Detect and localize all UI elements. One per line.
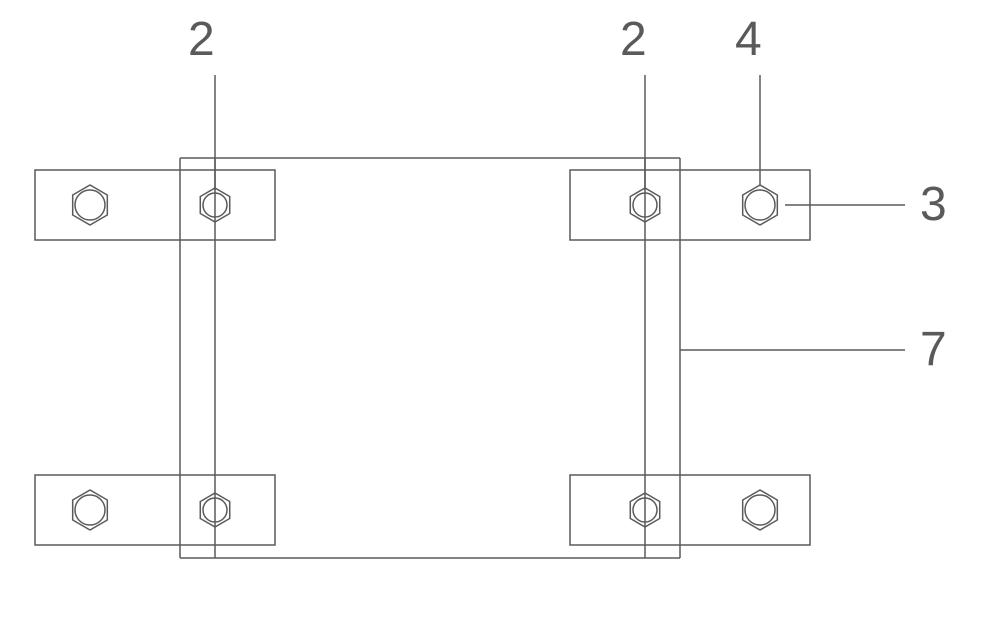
callout-2: 2 [620,13,647,190]
u-bracket [180,158,680,558]
mounting-plates [35,170,810,545]
plate-1 [570,170,810,240]
plate-2 [35,475,275,545]
fasteners [73,185,778,530]
callout-2: 2 [188,13,215,190]
callout-7: 7 [680,323,947,376]
fastener [73,185,108,225]
callout-label-3: 3 [920,178,947,231]
callout-4: 4 [735,13,762,185]
plate-0 [35,170,275,240]
callout-label-4: 4 [735,13,762,66]
plate-3 [570,475,810,545]
fastener [73,490,108,530]
fastener [743,185,778,225]
callout-label-2: 2 [620,13,647,66]
fastener [743,490,778,530]
callout-label-2: 2 [188,13,215,66]
callout-label-7: 7 [920,323,947,376]
callouts: 2 2 4 3 7 [188,13,947,376]
